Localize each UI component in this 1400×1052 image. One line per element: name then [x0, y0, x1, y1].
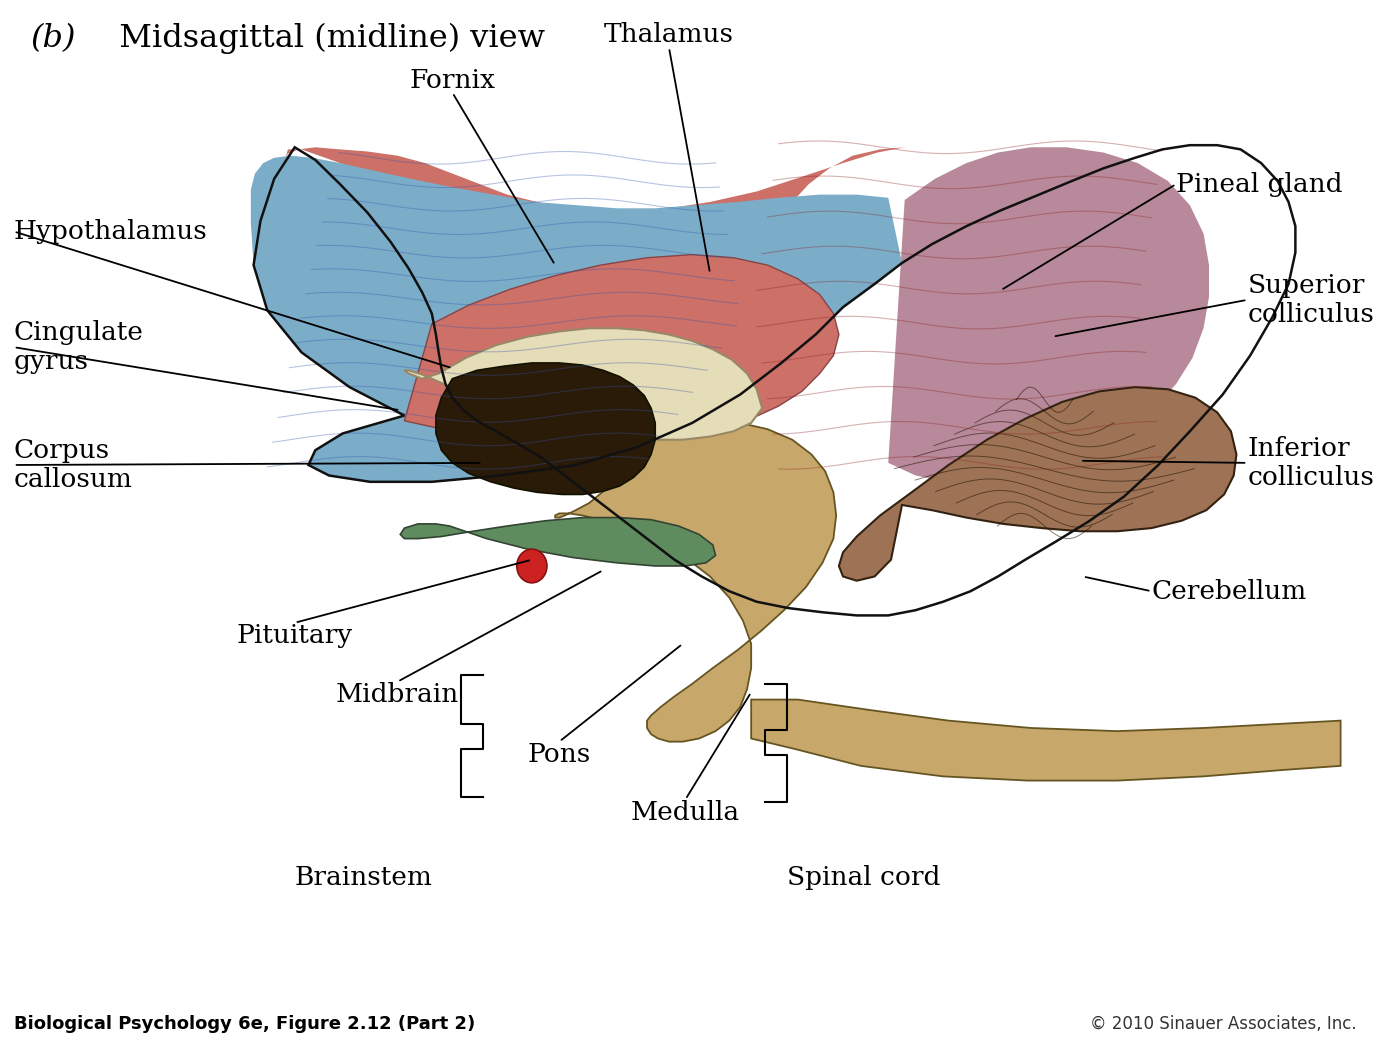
Text: Inferior
colliculus: Inferior colliculus — [1247, 436, 1375, 490]
Ellipse shape — [517, 549, 547, 583]
Text: Fornix: Fornix — [409, 67, 496, 93]
Text: Pituitary: Pituitary — [237, 623, 353, 648]
Text: Spinal cord: Spinal cord — [787, 865, 941, 890]
Text: Superior
colliculus: Superior colliculus — [1247, 272, 1375, 327]
Text: Pineal gland: Pineal gland — [1176, 171, 1343, 197]
Polygon shape — [435, 363, 655, 494]
Polygon shape — [400, 518, 715, 566]
Text: Corpus
callosum: Corpus callosum — [14, 438, 133, 492]
Text: Hypothalamus: Hypothalamus — [14, 219, 207, 244]
Polygon shape — [251, 156, 902, 482]
Polygon shape — [286, 147, 904, 252]
Text: © 2010 Sinauer Associates, Inc.: © 2010 Sinauer Associates, Inc. — [1091, 1015, 1357, 1033]
Text: Medulla: Medulla — [631, 800, 741, 825]
Text: Midbrain: Midbrain — [336, 682, 459, 707]
Polygon shape — [405, 255, 839, 444]
Text: Cingulate
gyrus: Cingulate gyrus — [14, 320, 144, 375]
Text: Brainstem: Brainstem — [294, 865, 433, 890]
Text: Midsagittal (midline) view: Midsagittal (midline) view — [98, 23, 545, 55]
Text: Thalamus: Thalamus — [603, 22, 734, 47]
Polygon shape — [752, 700, 1341, 781]
Polygon shape — [888, 147, 1210, 482]
Text: Pons: Pons — [528, 742, 591, 767]
Polygon shape — [556, 421, 836, 742]
Polygon shape — [839, 387, 1236, 581]
Text: (b): (b) — [31, 23, 76, 54]
Text: Biological Psychology 6e, Figure 2.12 (Part 2): Biological Psychology 6e, Figure 2.12 (P… — [14, 1015, 475, 1033]
Polygon shape — [405, 328, 762, 440]
Text: Cerebellum: Cerebellum — [1151, 579, 1306, 604]
